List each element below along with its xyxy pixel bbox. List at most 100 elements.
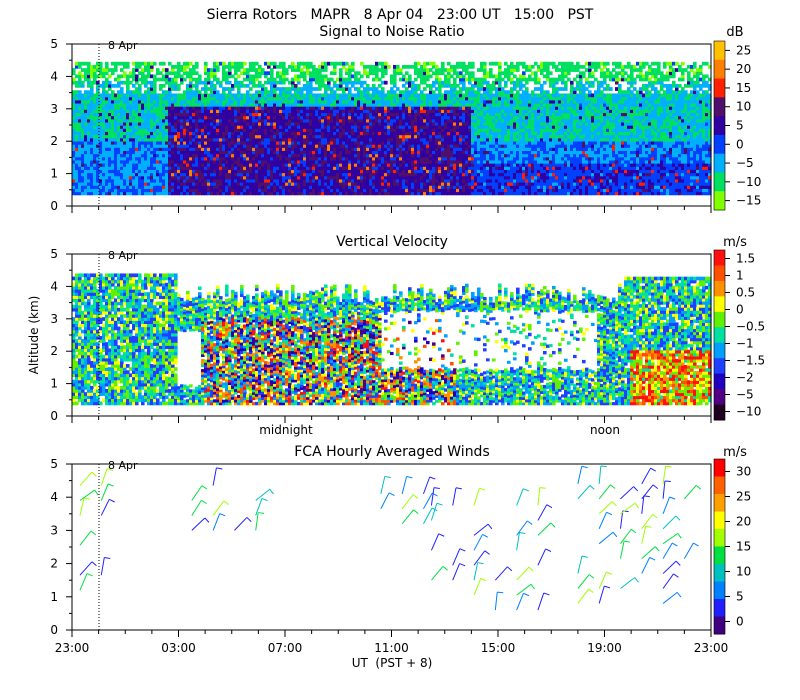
field-cell — [111, 96, 115, 101]
field-cell — [150, 137, 154, 142]
field-cell — [252, 163, 256, 167]
field-cell — [330, 71, 334, 76]
field-cell — [288, 153, 292, 158]
field-cell — [81, 131, 85, 136]
field-cell — [102, 121, 106, 126]
field-cell — [441, 163, 445, 167]
field-cell — [189, 144, 193, 148]
field-cell — [105, 188, 109, 193]
field-cell — [297, 144, 301, 148]
field-cell — [219, 163, 223, 167]
field-cell — [438, 109, 442, 114]
field-cell — [183, 118, 187, 123]
field-cell — [312, 153, 316, 158]
field-cell — [306, 115, 310, 120]
field-cell — [318, 83, 322, 88]
field-cell — [306, 147, 310, 151]
field-cell — [144, 106, 148, 110]
field-cell — [357, 150, 361, 155]
field-cell — [108, 115, 112, 120]
field-cell — [243, 182, 247, 186]
field-cell — [90, 166, 94, 170]
field-cell — [198, 106, 202, 110]
field-cell — [273, 96, 277, 101]
field-cell — [327, 163, 331, 167]
field-cell — [339, 112, 343, 117]
field-cell — [150, 156, 154, 161]
field-cell — [90, 83, 94, 88]
field-cell — [408, 137, 412, 142]
field-cell — [276, 166, 280, 170]
field-cell — [300, 96, 304, 101]
field-cell — [363, 191, 367, 196]
field-cell — [417, 147, 421, 151]
field-cell — [246, 99, 250, 104]
field-cell — [153, 175, 157, 180]
field-cell — [417, 144, 421, 148]
field-cell — [399, 118, 403, 123]
field-cell — [165, 175, 169, 180]
field-cell — [204, 172, 208, 177]
field-cell — [249, 96, 253, 101]
field-cell — [381, 134, 385, 139]
field-cell — [213, 121, 217, 126]
field-cell — [186, 169, 190, 174]
field-cell — [312, 178, 316, 183]
field-cell — [297, 64, 301, 69]
field-cell — [138, 118, 142, 123]
field-cell — [150, 109, 154, 114]
field-cell — [339, 150, 343, 155]
field-cell — [426, 109, 430, 114]
field-cell — [429, 90, 433, 95]
field-cell — [111, 112, 115, 117]
field-cell — [153, 159, 157, 164]
field-cell — [213, 182, 217, 186]
field-cell — [114, 96, 118, 101]
field-cell — [456, 109, 460, 114]
field-cell — [309, 144, 313, 148]
field-cell — [381, 156, 385, 161]
field-cell — [171, 185, 175, 189]
field-cell — [435, 169, 439, 174]
field-cell — [195, 144, 199, 148]
field-cell — [420, 80, 424, 85]
field-cell — [270, 144, 274, 148]
field-cell — [423, 169, 427, 174]
field-cell — [369, 109, 373, 114]
field-cell — [87, 90, 91, 95]
field-cell — [84, 74, 88, 79]
field-cell — [282, 166, 286, 170]
field-cell — [114, 61, 118, 66]
field-cell — [105, 61, 109, 66]
field-cell — [384, 166, 388, 170]
field-cell — [297, 77, 301, 82]
field-cell — [306, 71, 310, 76]
field-cell — [453, 185, 457, 189]
field-cell — [174, 96, 178, 101]
field-cell — [129, 150, 133, 155]
field-cell — [159, 163, 163, 167]
field-cell — [282, 121, 286, 126]
field-cell — [441, 169, 445, 174]
field-cell — [345, 121, 349, 126]
field-cell — [84, 140, 88, 145]
field-cell — [129, 121, 133, 126]
field-cell — [147, 71, 151, 76]
field-cell — [303, 121, 307, 126]
field-cell — [84, 68, 88, 72]
field-cell — [411, 172, 415, 177]
field-cell — [228, 172, 232, 177]
field-cell — [231, 191, 235, 196]
field-cell — [333, 106, 337, 110]
field-cell — [288, 64, 292, 69]
field-cell — [411, 166, 415, 170]
field-cell — [435, 128, 439, 133]
field-cell — [255, 169, 259, 174]
field-cell — [267, 96, 271, 101]
field-cell — [168, 121, 172, 126]
field-cell — [243, 68, 247, 72]
field-cell — [279, 131, 283, 136]
field-cell — [228, 115, 232, 120]
field-cell — [432, 178, 436, 183]
field-cell — [387, 99, 391, 104]
